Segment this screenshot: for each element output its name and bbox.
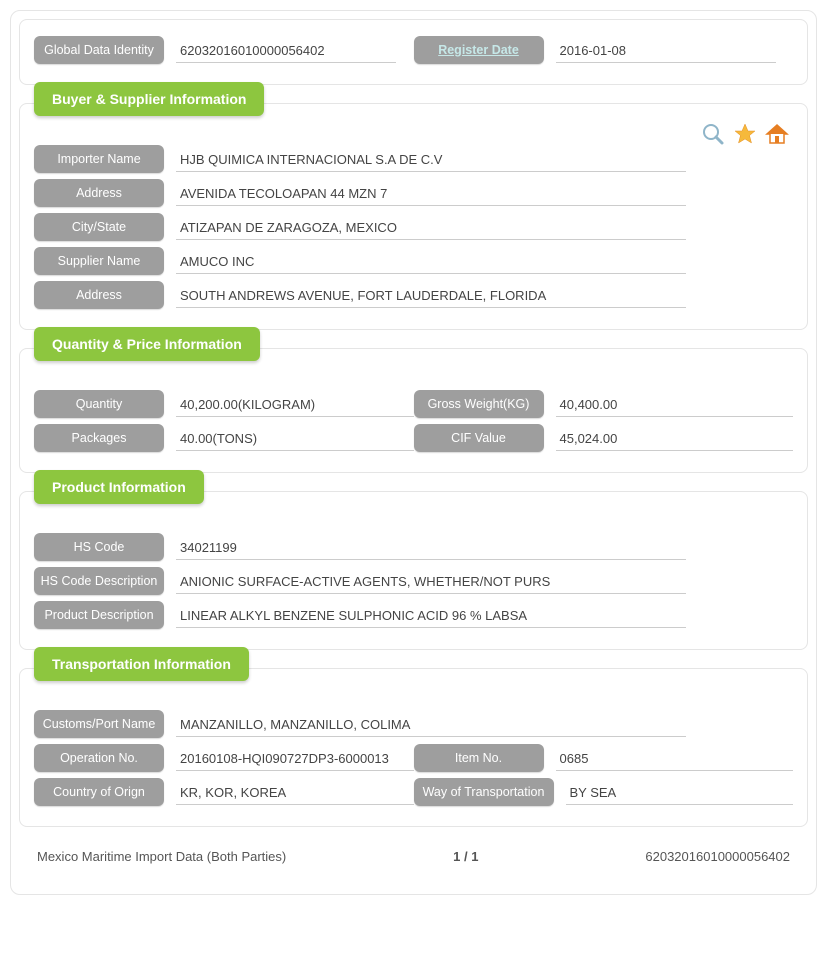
product-title: Product Information xyxy=(34,470,204,504)
city-state-label: City/State xyxy=(34,213,164,241)
header-card: Global Data Identity 6203201601000005640… xyxy=(19,19,808,85)
hs-code-label: HS Code xyxy=(34,533,164,561)
footer-id: 62032016010000056402 xyxy=(645,849,790,864)
buyer-supplier-card: Buyer & Supplier Information Importer Na… xyxy=(19,103,808,330)
supplier-name-label: Supplier Name xyxy=(34,247,164,275)
transportation-card: Transportation Information Customs/Port … xyxy=(19,668,808,827)
product-desc-label: Product Description xyxy=(34,601,164,629)
packages-value: 40.00(TONS) xyxy=(176,425,414,451)
search-icon[interactable] xyxy=(701,122,725,146)
home-icon[interactable] xyxy=(765,122,789,146)
register-date-value: 2016-01-08 xyxy=(556,37,776,63)
way-transport-label: Way of Transportation xyxy=(414,778,554,806)
star-icon[interactable] xyxy=(733,122,757,146)
supplier-name-value: AMUCO INC xyxy=(176,248,686,274)
customs-port-label: Customs/Port Name xyxy=(34,710,164,738)
importer-address-label: Address xyxy=(34,179,164,207)
cif-value-label: CIF Value xyxy=(414,424,544,452)
global-data-identity-label: Global Data Identity xyxy=(34,36,164,64)
hs-code-value: 34021199 xyxy=(176,534,686,560)
hs-code-desc-value: ANIONIC SURFACE-ACTIVE AGENTS, WHETHER/N… xyxy=(176,568,686,594)
operation-no-value: 20160108-HQI090727DP3-6000013 xyxy=(176,745,414,771)
hs-code-desc-label: HS Code Description xyxy=(34,567,164,595)
transportation-title: Transportation Information xyxy=(34,647,249,681)
customs-port-value: MANZANILLO, MANZANILLO, COLIMA xyxy=(176,711,686,737)
quantity-price-title: Quantity & Price Information xyxy=(34,327,260,361)
footer-left: Mexico Maritime Import Data (Both Partie… xyxy=(37,849,286,864)
city-state-value: ATIZAPAN DE ZARAGOZA, MEXICO xyxy=(176,214,686,240)
way-transport-value: BY SEA xyxy=(566,779,794,805)
item-no-value: 0685 xyxy=(556,745,794,771)
global-data-identity-value: 62032016010000056402 xyxy=(176,37,396,63)
cif-value-value: 45,024.00 xyxy=(556,425,794,451)
importer-name-value: HJB QUIMICA INTERNACIONAL S.A DE C.V xyxy=(176,146,686,172)
importer-name-label: Importer Name xyxy=(34,145,164,173)
operation-no-label: Operation No. xyxy=(34,744,164,772)
quantity-label: Quantity xyxy=(34,390,164,418)
country-origin-value: KR, KOR, KOREA xyxy=(176,779,414,805)
product-desc-value: LINEAR ALKYL BENZENE SULPHONIC ACID 96 %… xyxy=(176,602,686,628)
item-no-label: Item No. xyxy=(414,744,544,772)
product-card: Product Information HS Code 34021199 HS … xyxy=(19,491,808,650)
gross-weight-label: Gross Weight(KG) xyxy=(414,390,544,418)
quantity-value: 40,200.00(KILOGRAM) xyxy=(176,391,414,417)
country-origin-label: Country of Orign xyxy=(34,778,164,806)
gross-weight-value: 40,400.00 xyxy=(556,391,794,417)
quantity-price-card: Quantity & Price Information Quantity 40… xyxy=(19,348,808,473)
buyer-supplier-title: Buyer & Supplier Information xyxy=(34,82,264,116)
register-date-link[interactable]: Register Date xyxy=(414,36,544,64)
footer: Mexico Maritime Import Data (Both Partie… xyxy=(19,837,808,886)
supplier-address-label: Address xyxy=(34,281,164,309)
action-icons xyxy=(701,122,789,146)
page-container: Global Data Identity 6203201601000005640… xyxy=(10,10,817,895)
packages-label: Packages xyxy=(34,424,164,452)
footer-page: 1 / 1 xyxy=(286,849,645,864)
importer-address-value: AVENIDA TECOLOAPAN 44 MZN 7 xyxy=(176,180,686,206)
supplier-address-value: SOUTH ANDREWS AVENUE, FORT LAUDERDALE, F… xyxy=(176,282,686,308)
